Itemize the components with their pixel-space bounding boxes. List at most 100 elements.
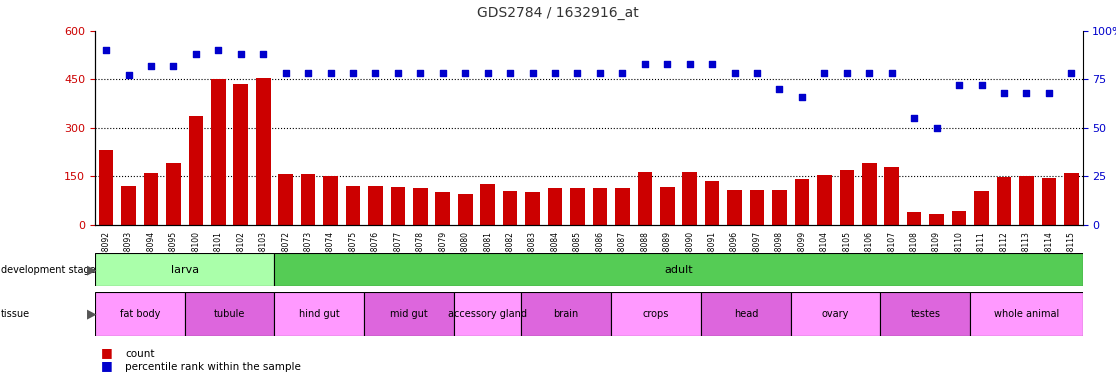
Bar	[637, 172, 652, 225]
Bar	[503, 191, 518, 225]
Bar	[728, 190, 742, 225]
Bar	[570, 189, 585, 225]
Bar	[593, 189, 607, 225]
Point	[187, 51, 205, 57]
Text: adult: adult	[664, 265, 693, 275]
Bar	[952, 211, 966, 225]
Bar	[1041, 178, 1056, 225]
Bar	[256, 78, 270, 225]
Text: brain: brain	[554, 309, 579, 319]
Bar	[413, 189, 427, 225]
Bar	[930, 214, 944, 225]
Point	[681, 61, 699, 67]
Point	[479, 70, 497, 76]
Bar	[907, 212, 922, 225]
Text: ovary: ovary	[821, 309, 849, 319]
Bar	[1019, 176, 1033, 225]
Point	[568, 70, 586, 76]
Point	[523, 70, 541, 76]
Point	[1062, 70, 1080, 76]
Point	[1018, 90, 1036, 96]
Point	[636, 61, 654, 67]
Text: fat body: fat body	[119, 309, 160, 319]
Bar	[817, 175, 831, 225]
Bar	[772, 190, 787, 225]
Point	[412, 70, 430, 76]
Bar	[275, 292, 364, 336]
Bar	[862, 163, 876, 225]
Bar	[275, 253, 1083, 286]
Bar	[701, 292, 791, 336]
Text: ▶: ▶	[87, 263, 97, 276]
Bar	[705, 181, 720, 225]
Bar	[95, 292, 184, 336]
Point	[748, 70, 766, 76]
Bar	[144, 173, 158, 225]
Point	[546, 70, 564, 76]
Bar	[278, 174, 294, 225]
Point	[770, 86, 788, 92]
Text: tubule: tubule	[214, 309, 246, 319]
Bar	[95, 253, 275, 286]
Point	[277, 70, 295, 76]
Bar	[526, 192, 540, 225]
Bar	[211, 79, 225, 225]
Point	[97, 47, 115, 53]
Bar	[233, 84, 248, 225]
Bar	[346, 186, 360, 225]
Bar	[122, 186, 136, 225]
Bar	[615, 189, 629, 225]
Text: count: count	[125, 349, 154, 359]
Text: ▶: ▶	[87, 308, 97, 320]
Text: hind gut: hind gut	[299, 309, 339, 319]
Text: larva: larva	[171, 265, 199, 275]
Bar	[480, 184, 496, 225]
Point	[254, 51, 272, 57]
Point	[164, 63, 182, 69]
Bar	[1064, 173, 1078, 225]
Bar	[454, 292, 521, 336]
Bar	[521, 292, 612, 336]
Bar	[458, 194, 472, 225]
Bar	[682, 172, 698, 225]
Point	[119, 72, 137, 78]
Point	[344, 70, 362, 76]
Text: ■: ■	[100, 359, 113, 372]
Bar	[166, 163, 181, 225]
Bar	[795, 179, 809, 225]
Text: percentile rank within the sample: percentile rank within the sample	[125, 362, 301, 372]
Bar	[970, 292, 1083, 336]
Point	[995, 90, 1013, 96]
Bar	[324, 176, 338, 225]
Text: ■: ■	[100, 346, 113, 359]
Point	[434, 70, 452, 76]
Point	[905, 115, 923, 121]
Text: testes: testes	[911, 309, 941, 319]
Bar	[660, 187, 674, 225]
Point	[321, 70, 339, 76]
Point	[725, 70, 743, 76]
Point	[883, 70, 901, 76]
Text: whole animal: whole animal	[993, 309, 1059, 319]
Point	[793, 94, 811, 100]
Bar	[301, 174, 316, 225]
Bar	[368, 186, 383, 225]
Bar	[435, 192, 450, 225]
Bar	[791, 292, 881, 336]
Point	[860, 70, 878, 76]
Bar	[997, 177, 1011, 225]
Point	[232, 51, 250, 57]
Point	[389, 70, 407, 76]
Text: head: head	[733, 309, 758, 319]
Bar	[839, 170, 854, 225]
Point	[142, 63, 160, 69]
Bar	[974, 191, 989, 225]
Point	[658, 61, 676, 67]
Point	[299, 70, 317, 76]
Text: development stage: development stage	[1, 265, 96, 275]
Text: GDS2784 / 1632916_at: GDS2784 / 1632916_at	[478, 6, 638, 20]
Point	[366, 70, 384, 76]
Text: mid gut: mid gut	[391, 309, 429, 319]
Text: accessory gland: accessory gland	[449, 309, 527, 319]
Bar	[750, 190, 764, 225]
